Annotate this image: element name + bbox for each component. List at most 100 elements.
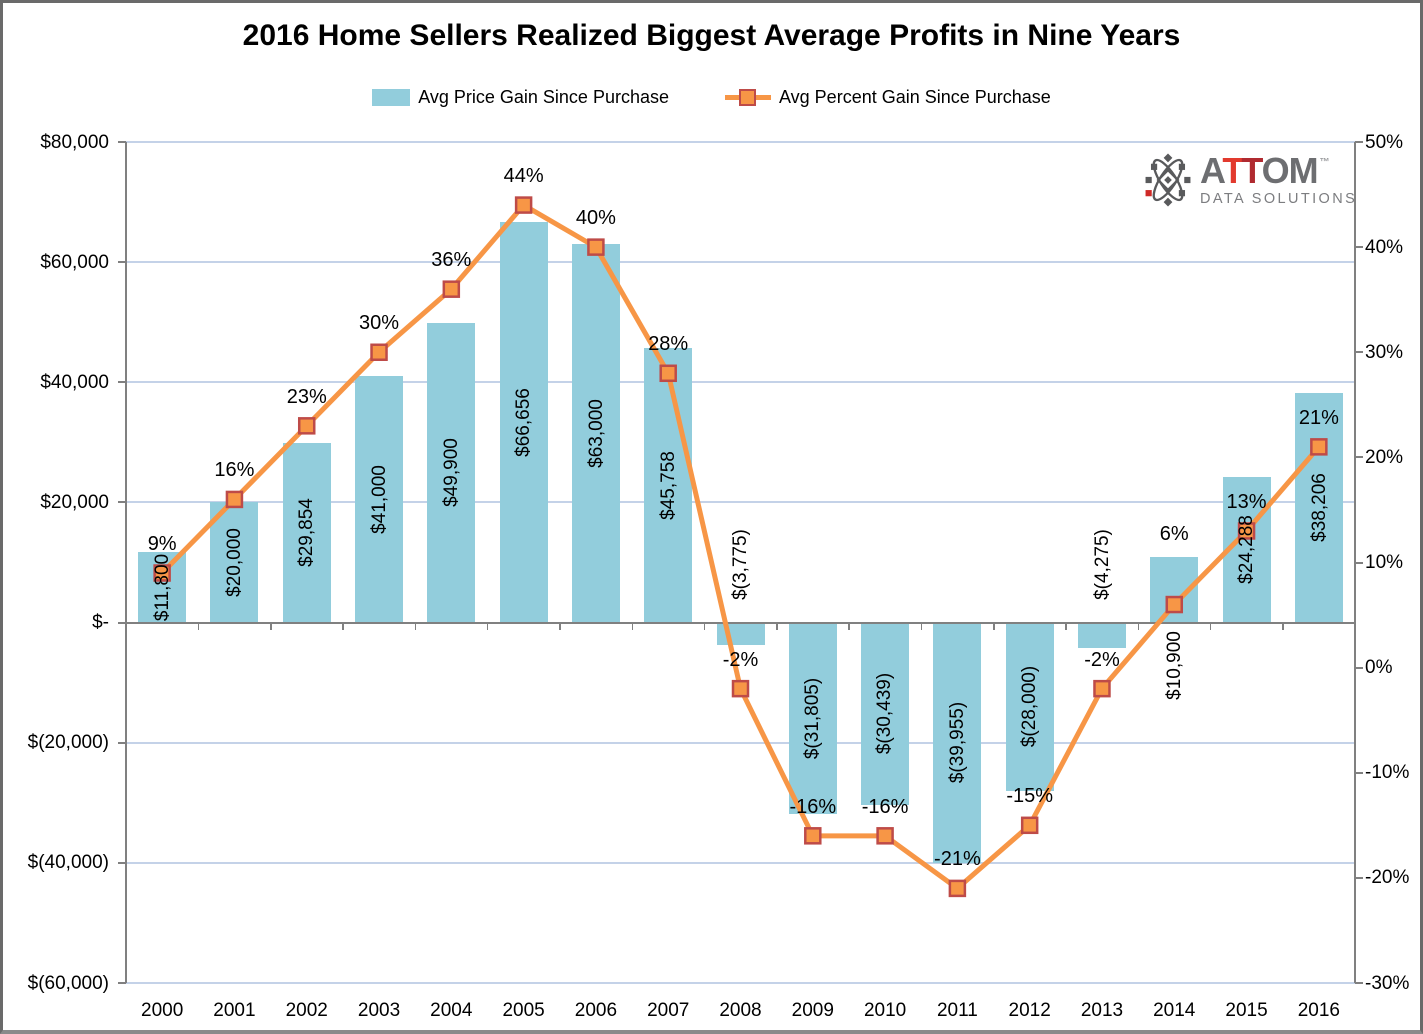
y-axis-left-tick xyxy=(118,501,126,504)
y-axis-left-tick xyxy=(118,381,126,384)
x-axis-tick xyxy=(703,623,706,630)
y-axis-right-label-text: 20% xyxy=(1365,446,1404,468)
x-axis-year-label-text: 2010 xyxy=(863,999,907,1021)
percent-value-label-text: -2% xyxy=(722,648,759,671)
percent-value-label-text: 6% xyxy=(1159,523,1189,545)
y-axis-left-tick xyxy=(118,861,126,864)
y-axis-left-tick xyxy=(118,621,126,624)
bar xyxy=(1150,557,1199,623)
attom-atom-icon xyxy=(1145,153,1191,207)
line-marker xyxy=(1093,679,1111,698)
x-axis-year-label-text: 2009 xyxy=(791,999,834,1021)
x-axis-tick xyxy=(125,623,127,630)
bar xyxy=(1077,622,1126,649)
gridline xyxy=(126,861,1355,864)
bar-value-label-text: $66,656 xyxy=(513,388,535,457)
percent-value-label-text: -15% xyxy=(1006,785,1054,808)
percent-value-label-text: 9% xyxy=(147,533,177,555)
x-axis-tick xyxy=(197,623,200,630)
y-axis-right-tick xyxy=(1355,246,1363,249)
bar-value-label-text: $29,854 xyxy=(296,498,318,568)
x-axis-year-label-text: 2008 xyxy=(719,999,762,1021)
x-axis-tick xyxy=(776,623,778,630)
y-axis-left-tick xyxy=(118,741,126,744)
x-axis-tick xyxy=(1137,623,1140,630)
line-marker xyxy=(948,879,967,898)
x-axis-tick xyxy=(1065,623,1067,630)
x-axis-year-label-text: 2003 xyxy=(357,999,401,1021)
percent-value-label-text: 28% xyxy=(648,333,689,356)
gridline xyxy=(126,982,1355,984)
x-axis-year-label-text: 2006 xyxy=(574,999,618,1021)
percent-value-label-text: 16% xyxy=(214,459,255,482)
x-axis-tick xyxy=(1282,623,1284,630)
bar-value-label-text: $(39,955) xyxy=(946,701,968,784)
x-axis-year-label-text: 2002 xyxy=(285,999,328,1021)
gridline xyxy=(126,261,1355,264)
y-axis-left-tick xyxy=(118,141,126,143)
percent-value-label-text: 21% xyxy=(1298,406,1339,429)
percent-value-label-text: -2% xyxy=(1084,648,1120,671)
percent-value-label-text: 13% xyxy=(1226,490,1267,513)
bar-value-label-text: $(31,805) xyxy=(802,677,824,759)
x-axis-tick xyxy=(993,623,995,630)
y-axis-right-tick xyxy=(1355,561,1363,564)
line-marker xyxy=(514,196,533,214)
percent-value-label-text: 30% xyxy=(359,312,400,335)
x-axis-year-label-text: 2005 xyxy=(502,999,545,1021)
bar-series-swatch xyxy=(372,89,411,106)
y-axis-right-label-text: -10% xyxy=(1365,762,1410,784)
bar-value-label-text: $45,758 xyxy=(657,450,679,520)
y-axis-left-label-text: $(20,000) xyxy=(27,732,109,754)
bar-value-label-text: $11,800 xyxy=(151,553,173,621)
logo-subtitle: DATA SOLUTIONS xyxy=(1200,191,1358,207)
gridline xyxy=(126,141,1355,143)
legend-item-price-gain: Avg Price Gain Since Purchase xyxy=(372,87,669,108)
percent-value-label-text: -21% xyxy=(934,848,981,871)
y-axis-right-label-text: 10% xyxy=(1365,552,1404,573)
legend-label-price-gain: Avg Price Gain Since Purchase xyxy=(418,87,669,107)
logo-wordmark: ATTOM ™ xyxy=(1200,153,1357,189)
percent-value-label-text: -16% xyxy=(789,795,837,818)
line-swatch-marker xyxy=(738,89,756,106)
y-axis-right-label-text: -20% xyxy=(1365,867,1410,889)
logo-letter-t1: T xyxy=(1222,150,1244,191)
x-axis-year-label-text: 2011 xyxy=(936,999,978,1021)
y-axis-left-line xyxy=(125,142,127,983)
line-marker xyxy=(442,280,461,298)
logo-trademark: ™ xyxy=(1319,157,1330,168)
x-axis-year-label-text: 2004 xyxy=(430,999,473,1021)
percent-value-label-text: 23% xyxy=(286,385,327,408)
y-axis-right-tick xyxy=(1355,982,1363,984)
x-axis-tick xyxy=(486,623,489,630)
x-axis-tick xyxy=(270,623,272,630)
bar-value-label-text: $24,288 xyxy=(1236,515,1258,584)
logo-letter-t2: T xyxy=(1241,150,1262,191)
line-series-swatch xyxy=(724,88,771,107)
bar-value-label-text: $20,000 xyxy=(223,528,245,597)
logo-letter-a: A xyxy=(1200,150,1223,191)
x-axis-tick xyxy=(631,623,634,630)
y-axis-right-label-text: -30% xyxy=(1365,972,1410,994)
bar-value-label-text: $10,900 xyxy=(1163,630,1185,700)
bar-value-label-text: $63,000 xyxy=(585,399,607,468)
percent-value-label-text: 44% xyxy=(503,165,544,188)
attom-logo: ATTOM ™ DATA SOLUTIONS xyxy=(1144,153,1357,207)
y-axis-left-label-text: $20,000 xyxy=(40,491,109,513)
bar-value-label-text: $(30,439) xyxy=(874,673,896,755)
y-axis-right-tick xyxy=(1355,666,1363,669)
bar-value-label-text: $41,000 xyxy=(368,465,390,534)
line-marker xyxy=(370,343,388,361)
percent-value-label-text: 36% xyxy=(431,249,472,272)
x-axis-line xyxy=(126,621,1355,624)
legend: Avg Price Gain Since Purchase Avg Percen… xyxy=(3,87,1420,108)
x-axis-year-label-text: 2000 xyxy=(141,999,184,1021)
x-axis-year-label-text: 2007 xyxy=(647,999,690,1021)
y-axis-left-label-text: $- xyxy=(92,612,109,634)
line-marker xyxy=(731,679,750,698)
line-marker xyxy=(297,417,316,435)
legend-label-percent-gain: Avg Percent Gain Since Purchase xyxy=(778,87,1051,107)
bar-value-label-text: $38,206 xyxy=(1308,473,1330,543)
logo-text: ATTOM ™ DATA SOLUTIONS xyxy=(1200,153,1358,208)
